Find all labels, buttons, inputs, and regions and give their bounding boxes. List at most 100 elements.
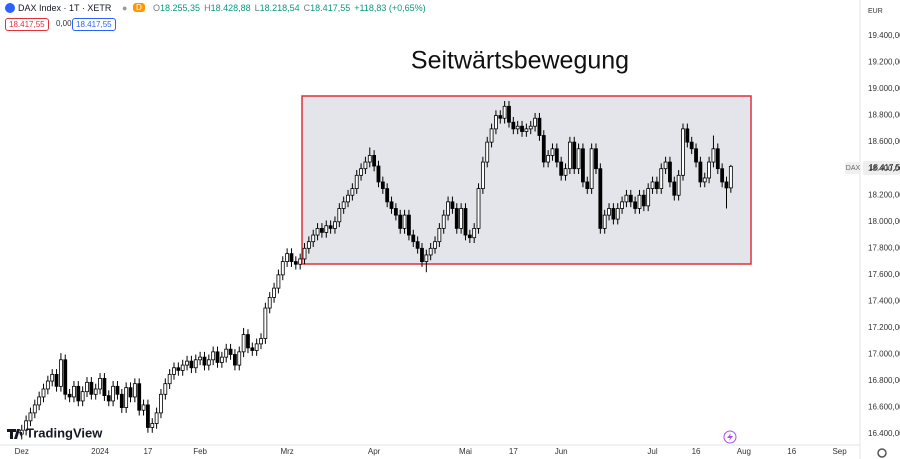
x-tick-label: Sep xyxy=(832,447,847,456)
candle-body xyxy=(172,367,176,375)
candle-body xyxy=(520,125,524,132)
candle-body xyxy=(602,214,607,229)
x-tick-label: 2024 xyxy=(91,447,109,456)
last-price-text: 18.417,55 xyxy=(869,163,900,172)
watermark: TradingView xyxy=(26,425,103,440)
candle-body xyxy=(411,234,416,243)
badge: D xyxy=(133,3,145,12)
candle-body xyxy=(163,383,168,395)
candle-body xyxy=(167,373,172,385)
annotation-title: Seitwärtsbewegung xyxy=(411,47,629,75)
ohlc-value: 18.218,54 xyxy=(259,3,300,13)
ohlc-label: O xyxy=(153,3,161,13)
y-tick-label: 19.200,00 xyxy=(868,58,900,67)
candle-body xyxy=(563,168,568,176)
candle-body xyxy=(246,334,250,349)
candle-body xyxy=(337,208,342,223)
candle-body xyxy=(41,388,46,398)
candle-body xyxy=(624,194,629,203)
candle-body xyxy=(607,208,611,216)
candle-body xyxy=(480,161,485,189)
buy-button[interactable]: 18.417,55 xyxy=(72,18,116,31)
candle-body xyxy=(611,208,616,220)
candle-body xyxy=(567,141,572,170)
candle-body xyxy=(598,168,603,229)
candle-body xyxy=(359,168,363,176)
last-price-tag xyxy=(863,161,900,175)
x-tick-label: Feb xyxy=(193,447,207,456)
candle-body xyxy=(720,168,725,183)
candle-body xyxy=(224,348,229,358)
candle-body xyxy=(533,117,537,127)
range-box xyxy=(301,95,752,265)
candle-body xyxy=(254,343,259,351)
candle-body xyxy=(341,201,346,209)
candle-body xyxy=(233,354,237,366)
candle-body xyxy=(89,381,94,395)
x-tick-label: Jul xyxy=(647,447,657,456)
candle-body xyxy=(106,395,111,402)
candle-body xyxy=(102,377,107,397)
candle-body xyxy=(32,404,37,414)
candle-body xyxy=(228,348,233,355)
event-icon-bolt xyxy=(727,433,733,441)
candle-body xyxy=(450,201,455,209)
candle-body xyxy=(37,396,42,406)
candle-body xyxy=(80,391,85,402)
candle-body xyxy=(620,201,624,209)
y-tick-label: 16.600,00 xyxy=(868,403,900,412)
ohlc-label: H xyxy=(204,3,211,13)
candle-body xyxy=(54,373,59,387)
symbol-icon xyxy=(5,3,15,13)
symbol-tag-text: DAX xyxy=(846,165,861,172)
candle-body xyxy=(45,380,50,390)
y-tick-label: 19.000,00 xyxy=(868,84,900,93)
settings-icon[interactable] xyxy=(877,448,887,458)
candle-body xyxy=(615,208,620,220)
candle-body xyxy=(550,148,555,156)
candle-body xyxy=(589,148,594,189)
candle-body xyxy=(541,135,546,163)
candle-body xyxy=(285,253,290,262)
candle-body xyxy=(424,254,429,262)
candle-body xyxy=(50,373,55,382)
candle-body xyxy=(367,155,372,163)
candle-body xyxy=(628,194,633,203)
currency: EUR xyxy=(868,8,883,15)
candle-body xyxy=(572,141,577,170)
y-tick-label: 18.200,00 xyxy=(868,190,900,199)
candle-body xyxy=(315,228,320,236)
candle-body xyxy=(280,261,285,276)
candle-body xyxy=(637,194,642,209)
candle-body xyxy=(398,214,403,229)
candle-body xyxy=(728,165,733,189)
candle-body xyxy=(511,121,516,130)
x-tick-label: 17 xyxy=(509,447,518,456)
candle-body xyxy=(402,214,407,229)
y-tick-label: 17.400,00 xyxy=(868,297,900,306)
candle-body xyxy=(380,181,385,189)
y-tick-label: 16.400,00 xyxy=(868,429,900,438)
candle-body xyxy=(215,351,220,363)
x-tick-label: 17 xyxy=(143,447,152,456)
candle-body xyxy=(176,367,181,371)
candle-body xyxy=(576,148,581,170)
candle-body xyxy=(494,115,498,130)
candle-body xyxy=(668,161,672,183)
candle-body xyxy=(320,228,324,233)
candle-body xyxy=(489,128,494,143)
candle-body xyxy=(650,181,655,189)
candle-body xyxy=(646,188,651,207)
candle-body xyxy=(724,181,729,189)
candle-body xyxy=(354,174,359,189)
symbol: DAX Index · 1T · XETR xyxy=(18,3,112,13)
candle-body xyxy=(663,161,668,170)
candle-body xyxy=(85,381,89,393)
candle-body xyxy=(72,385,76,398)
candle-body xyxy=(698,161,703,183)
candle-body xyxy=(454,208,459,229)
candle-body xyxy=(372,155,377,167)
candle-body xyxy=(507,105,511,123)
sell-button[interactable]: 18.417,55 xyxy=(5,18,49,31)
candle-body xyxy=(502,105,507,119)
